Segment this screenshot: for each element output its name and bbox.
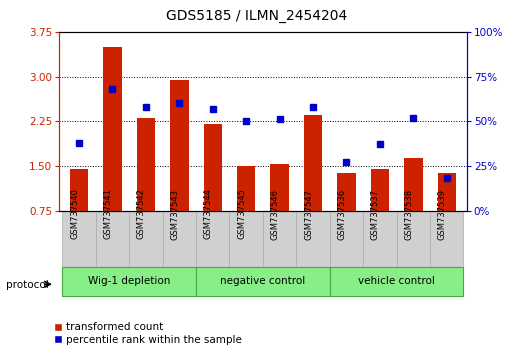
Bar xyxy=(304,115,322,211)
Text: GSM737544: GSM737544 xyxy=(204,189,213,240)
Bar xyxy=(337,173,356,211)
Bar xyxy=(196,267,330,296)
Bar xyxy=(263,212,297,267)
Legend: transformed count, percentile rank within the sample: transformed count, percentile rank withi… xyxy=(51,320,244,347)
Text: GDS5185 / ILMN_2454204: GDS5185 / ILMN_2454204 xyxy=(166,9,347,23)
Bar xyxy=(363,212,397,267)
Text: GSM737537: GSM737537 xyxy=(371,188,380,240)
Bar xyxy=(438,173,456,211)
Bar xyxy=(70,169,88,211)
Bar xyxy=(270,164,289,211)
Text: GSM737546: GSM737546 xyxy=(271,189,280,240)
Bar xyxy=(237,166,255,211)
Text: negative control: negative control xyxy=(220,276,306,286)
Bar xyxy=(103,47,122,211)
Bar xyxy=(129,212,163,267)
Text: GSM737543: GSM737543 xyxy=(170,189,180,240)
Bar xyxy=(137,118,155,211)
Text: GSM737541: GSM737541 xyxy=(104,189,112,240)
Text: GSM737539: GSM737539 xyxy=(438,189,447,240)
Text: Wig-1 depletion: Wig-1 depletion xyxy=(88,276,170,286)
Bar xyxy=(63,212,96,267)
Text: GSM737540: GSM737540 xyxy=(70,189,79,240)
Bar xyxy=(297,212,330,267)
Bar xyxy=(170,80,189,211)
Bar xyxy=(229,212,263,267)
Text: GSM737536: GSM737536 xyxy=(338,188,346,240)
Text: GSM737547: GSM737547 xyxy=(304,189,313,240)
Text: protocol: protocol xyxy=(6,280,49,290)
Bar xyxy=(430,212,463,267)
Bar xyxy=(404,158,423,211)
Bar xyxy=(371,169,389,211)
Bar xyxy=(63,267,196,296)
Bar xyxy=(96,212,129,267)
Bar xyxy=(330,212,363,267)
Text: GSM737538: GSM737538 xyxy=(404,188,413,240)
Bar xyxy=(163,212,196,267)
Bar xyxy=(204,124,222,211)
Text: vehicle control: vehicle control xyxy=(358,276,435,286)
Bar xyxy=(196,212,229,267)
Bar xyxy=(330,267,463,296)
Text: GSM737545: GSM737545 xyxy=(237,189,246,240)
Text: GSM737542: GSM737542 xyxy=(137,189,146,240)
Bar xyxy=(397,212,430,267)
